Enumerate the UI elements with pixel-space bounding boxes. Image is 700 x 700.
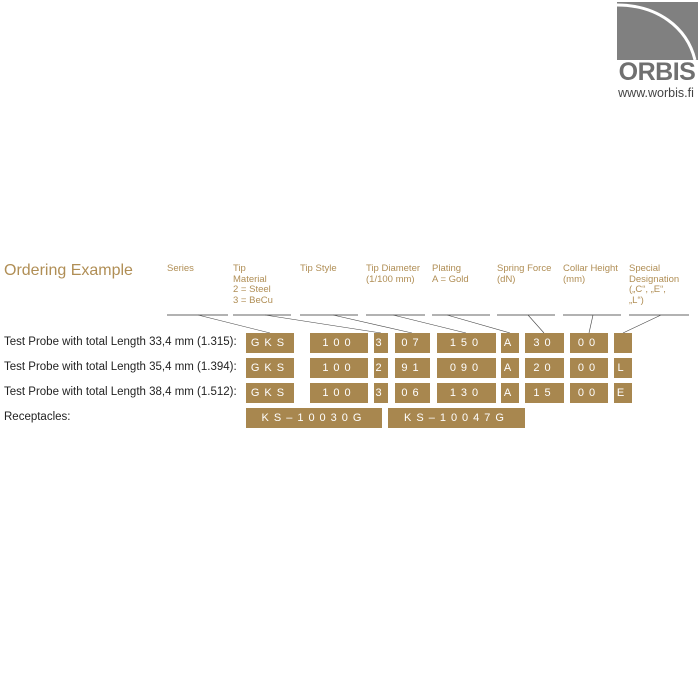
code-box: 20 bbox=[525, 358, 564, 378]
column-header: Spring Force (dN) bbox=[497, 263, 552, 285]
code-box: 00 bbox=[570, 383, 608, 403]
code-box: 3 bbox=[374, 383, 388, 403]
logo-url: www.worbis.fi bbox=[618, 86, 694, 100]
code-box: 100 bbox=[310, 383, 368, 403]
code-box: GKS bbox=[246, 383, 294, 403]
code-box: 3 bbox=[374, 333, 388, 353]
code-box: A bbox=[501, 358, 519, 378]
code-box: A bbox=[501, 333, 519, 353]
row-label: Test Probe with total Length 38,4 mm (1.… bbox=[4, 386, 237, 398]
column-header: Series bbox=[167, 263, 194, 274]
connector-line bbox=[392, 314, 467, 334]
orbis-logo-mark bbox=[617, 2, 698, 60]
code-box: 100 bbox=[310, 358, 368, 378]
connector-line bbox=[622, 314, 662, 334]
code-box: GKS bbox=[246, 333, 294, 353]
code-box: 130 bbox=[437, 383, 496, 403]
connector-line bbox=[446, 314, 511, 334]
column-header: Tip Material 2 = Steel 3 = BeCu bbox=[233, 263, 273, 306]
code-box: 15 bbox=[525, 383, 564, 403]
code-box: 30 bbox=[525, 333, 564, 353]
code-box: 150 bbox=[437, 333, 496, 353]
connector-line bbox=[264, 314, 382, 334]
code-box: 07 bbox=[395, 333, 430, 353]
column-header: Tip Style bbox=[300, 263, 337, 274]
code-box: E bbox=[614, 383, 632, 403]
connector-line bbox=[332, 314, 413, 334]
code-box: 00 bbox=[570, 358, 608, 378]
column-header: Tip Diameter (1/100 mm) bbox=[366, 263, 421, 285]
code-box: 090 bbox=[437, 358, 496, 378]
code-box: 00 bbox=[570, 333, 608, 353]
code-box: 100 bbox=[310, 333, 368, 353]
column-header: Special Designation („C“, „E“, „L“) bbox=[629, 263, 680, 306]
code-box: A bbox=[501, 383, 519, 403]
code-box: 2 bbox=[374, 358, 388, 378]
connector-line bbox=[588, 314, 594, 334]
row-label: Test Probe with total Length 33,4 mm (1.… bbox=[4, 336, 237, 348]
receptacle-code-box: KS–10030G bbox=[246, 408, 382, 428]
code-box: 06 bbox=[395, 383, 430, 403]
connector-line bbox=[197, 314, 271, 334]
row-label: Test Probe with total Length 35,4 mm (1.… bbox=[4, 361, 237, 373]
column-header: Plating A = Gold bbox=[432, 263, 469, 285]
code-box bbox=[614, 333, 632, 353]
logo-text: ORBIS bbox=[618, 58, 696, 86]
column-header: Collar Height (mm) bbox=[563, 263, 618, 285]
receptacle-code-box: KS–10047G bbox=[388, 408, 525, 428]
code-box: GKS bbox=[246, 358, 294, 378]
code-box: L bbox=[614, 358, 632, 378]
receptacles-label: Receptacles: bbox=[4, 411, 71, 423]
code-box: 91 bbox=[395, 358, 430, 378]
page-title: Ordering Example bbox=[4, 262, 133, 279]
connector-line bbox=[527, 314, 545, 334]
